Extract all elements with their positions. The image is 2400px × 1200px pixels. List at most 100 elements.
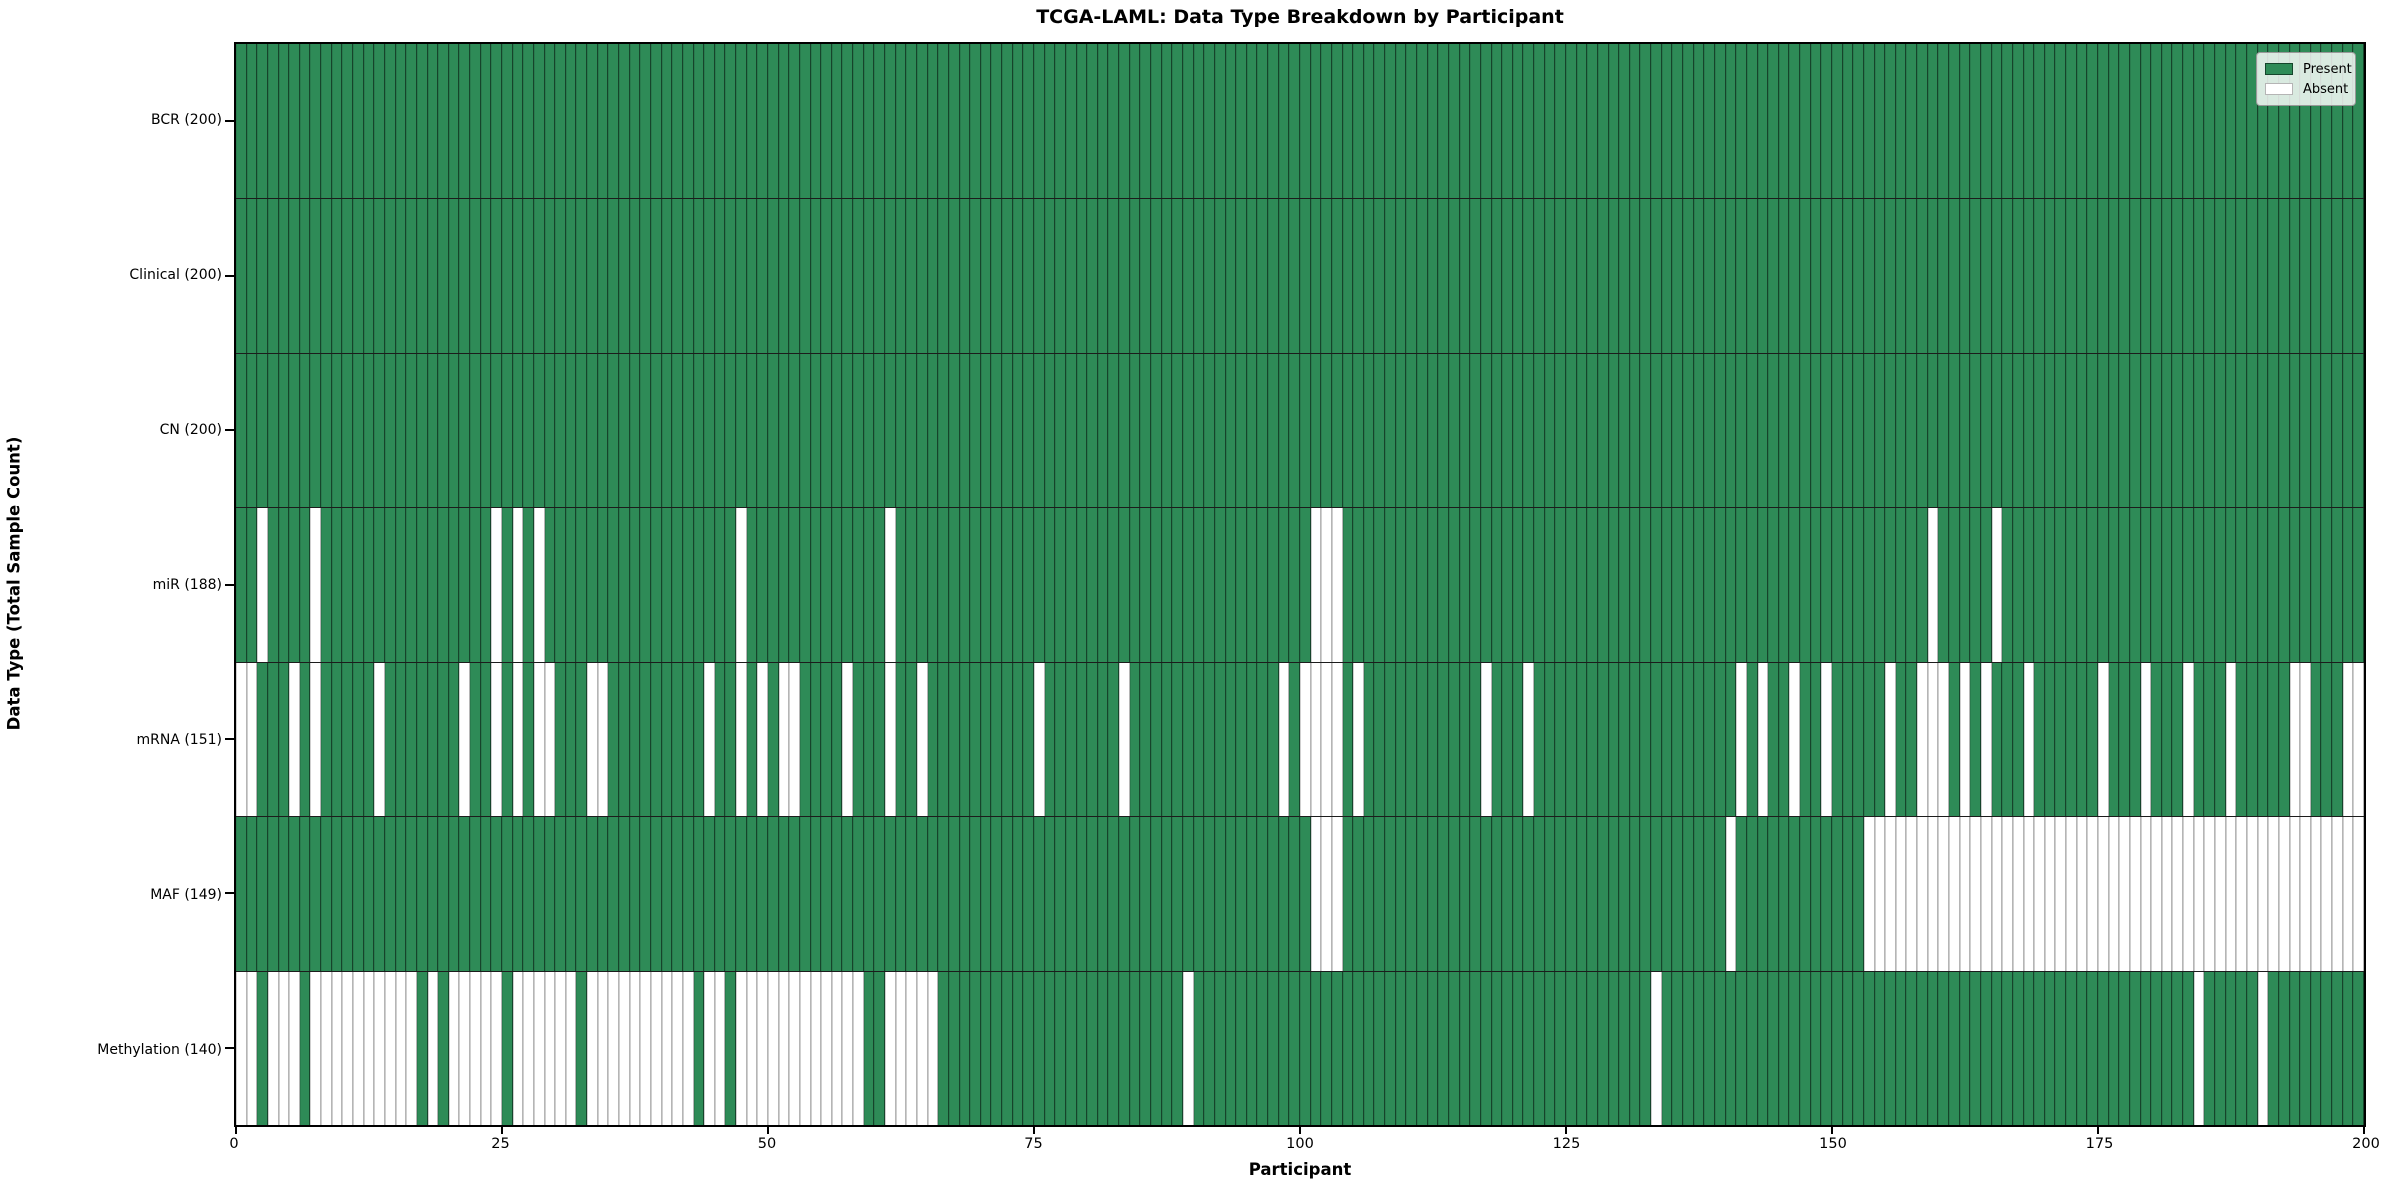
cell-miR-179 xyxy=(2140,507,2152,662)
cell-CN-80 xyxy=(1087,352,1098,508)
cell-Methylation-191 xyxy=(2268,970,2279,1125)
cell-miR-141 xyxy=(1736,507,1747,662)
cell-Methylation-89 xyxy=(1182,970,1194,1125)
cell-Clinical-152 xyxy=(1853,198,1864,353)
cell-CN-96 xyxy=(1257,352,1269,508)
cell-Methylation-19 xyxy=(438,970,449,1125)
cell-miR-91 xyxy=(1204,507,1215,662)
cell-miR-96 xyxy=(1257,507,1269,662)
cell-miR-158 xyxy=(1917,507,1928,662)
cell-Methylation-13 xyxy=(374,970,385,1125)
cell-CN-121 xyxy=(1523,352,1535,508)
cell-miR-77 xyxy=(1055,507,1066,662)
cell-mRNA-84 xyxy=(1129,661,1141,817)
cell-CN-0 xyxy=(236,352,247,508)
cell-Clinical-45 xyxy=(714,198,726,353)
cell-Clinical-107 xyxy=(1374,198,1386,353)
cell-CN-159 xyxy=(1927,352,1939,508)
cell-miR-169 xyxy=(2034,507,2045,662)
cell-MAF-172 xyxy=(2066,816,2077,971)
cell-Methylation-27 xyxy=(523,970,534,1125)
cell-mRNA-30 xyxy=(555,661,566,817)
cell-Clinical-59 xyxy=(863,198,875,353)
cell-Methylation-106 xyxy=(1363,970,1375,1125)
cell-Clinical-53 xyxy=(799,198,811,353)
cell-Clinical-33 xyxy=(587,198,598,353)
cell-miR-190 xyxy=(2257,507,2269,662)
cell-miR-163 xyxy=(1970,507,1981,662)
cell-Clinical-89 xyxy=(1182,198,1194,353)
cell-BCR-33 xyxy=(587,44,598,199)
cell-CN-167 xyxy=(2012,352,2024,508)
cell-MAF-141 xyxy=(1736,816,1747,971)
cell-miR-40 xyxy=(661,507,673,662)
cell-BCR-44 xyxy=(704,44,715,199)
cell-MAF-122 xyxy=(1534,816,1545,971)
cell-Methylation-161 xyxy=(1949,970,1960,1125)
cell-Clinical-170 xyxy=(2044,198,2056,353)
cell-BCR-168 xyxy=(2023,44,2035,199)
cell-Methylation-119 xyxy=(1502,970,1513,1125)
cell-mRNA-90 xyxy=(1193,661,1205,817)
cell-MAF-60 xyxy=(874,816,886,971)
cell-Methylation-49 xyxy=(757,970,768,1125)
cell-mRNA-11 xyxy=(353,661,364,817)
cell-mRNA-154 xyxy=(1874,661,1886,817)
cell-miR-47 xyxy=(736,507,747,662)
cell-CN-194 xyxy=(2300,352,2311,508)
cell-miR-64 xyxy=(916,507,928,662)
cell-MAF-37 xyxy=(629,816,641,971)
cell-Clinical-104 xyxy=(1342,198,1354,353)
cell-mRNA-23 xyxy=(480,661,492,817)
cell-Methylation-40 xyxy=(661,970,673,1125)
cell-miR-81 xyxy=(1097,507,1109,662)
cell-MAF-111 xyxy=(1417,816,1428,971)
cell-Clinical-52 xyxy=(789,198,800,353)
cell-Methylation-151 xyxy=(1842,970,1854,1125)
row-separator xyxy=(236,352,2364,354)
cell-Methylation-67 xyxy=(948,970,960,1125)
cell-CN-144 xyxy=(1768,352,1779,508)
cell-miR-70 xyxy=(980,507,992,662)
cell-BCR-87 xyxy=(1161,44,1173,199)
cell-BCR-47 xyxy=(736,44,747,199)
cell-mRNA-44 xyxy=(704,661,715,817)
cell-CN-155 xyxy=(1885,352,1896,508)
cell-miR-87 xyxy=(1161,507,1173,662)
y-tick-label-MAF: MAF (149) xyxy=(150,886,222,903)
cell-Clinical-131 xyxy=(1629,198,1641,353)
cell-Methylation-2 xyxy=(257,970,268,1125)
cell-Clinical-67 xyxy=(948,198,960,353)
cell-Methylation-169 xyxy=(2034,970,2045,1125)
cell-Clinical-163 xyxy=(1970,198,1981,353)
cell-BCR-103 xyxy=(1331,44,1343,199)
cell-CN-78 xyxy=(1065,352,1077,508)
cell-miR-14 xyxy=(384,507,396,662)
cell-mRNA-59 xyxy=(863,661,875,817)
cell-BCR-89 xyxy=(1182,44,1194,199)
cell-Methylation-103 xyxy=(1331,970,1343,1125)
cell-MAF-92 xyxy=(1214,816,1226,971)
cell-MAF-5 xyxy=(289,816,300,971)
cell-BCR-67 xyxy=(948,44,960,199)
cell-BCR-130 xyxy=(1619,44,1630,199)
cell-MAF-16 xyxy=(406,816,417,971)
cell-miR-38 xyxy=(640,507,651,662)
cell-CN-183 xyxy=(2183,352,2194,508)
cell-mRNA-48 xyxy=(746,661,758,817)
cell-MAF-153 xyxy=(1863,816,1875,971)
cell-MAF-138 xyxy=(1704,816,1715,971)
cell-BCR-134 xyxy=(1661,44,1673,199)
cell-Methylation-162 xyxy=(1959,970,1971,1125)
cell-Clinical-11 xyxy=(353,198,364,353)
cell-Clinical-176 xyxy=(2108,198,2120,353)
cell-MAF-176 xyxy=(2108,816,2120,971)
cell-Methylation-165 xyxy=(1991,970,2003,1125)
cell-Clinical-71 xyxy=(991,198,1003,353)
cell-miR-173 xyxy=(2076,507,2088,662)
cell-mRNA-49 xyxy=(757,661,768,817)
cell-BCR-84 xyxy=(1129,44,1141,199)
cell-CN-136 xyxy=(1683,352,1694,508)
cell-Clinical-25 xyxy=(502,198,513,353)
